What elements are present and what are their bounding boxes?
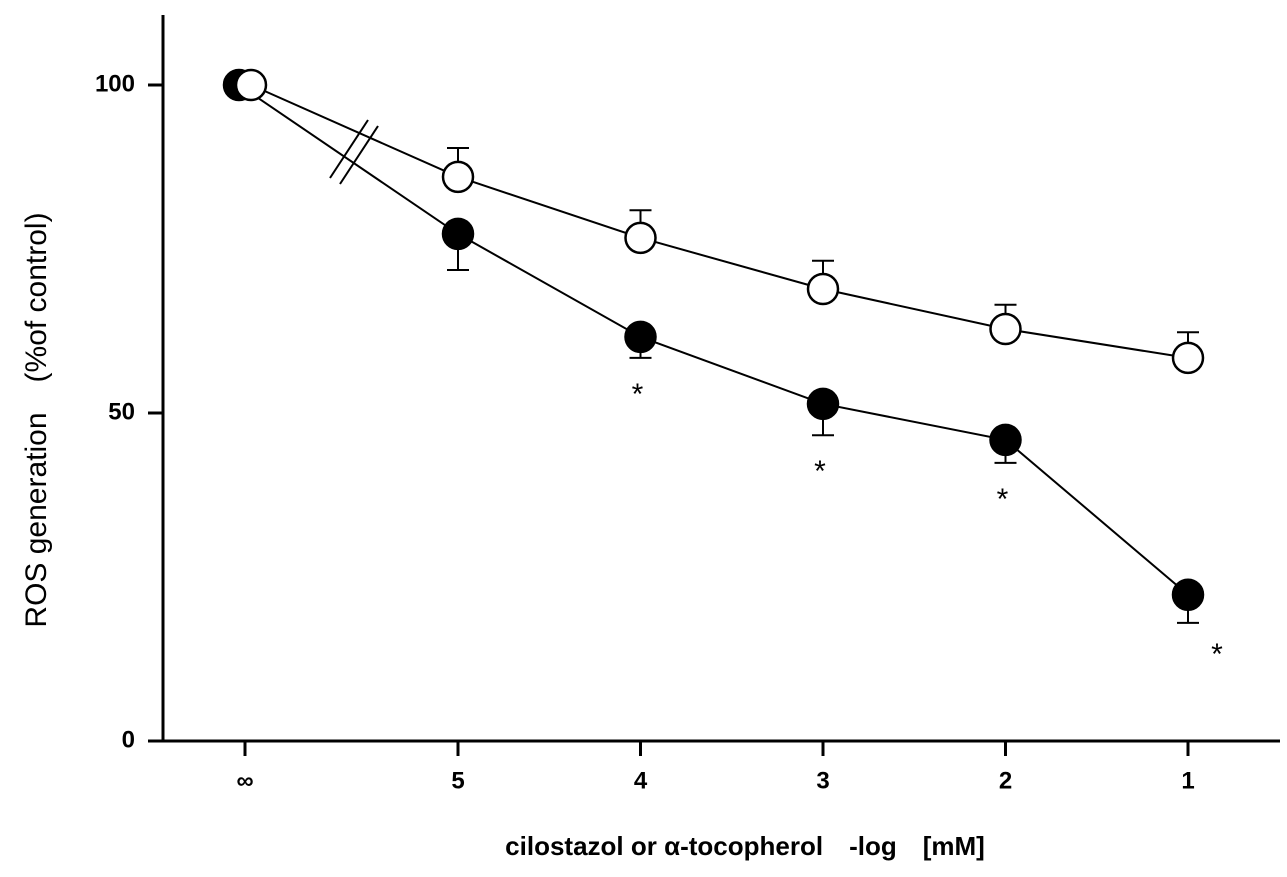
significance-marker: * (997, 483, 1009, 516)
data-point (441, 217, 475, 251)
y-tick-label: 50 (108, 398, 135, 425)
x-tick-label: 4 (634, 767, 648, 794)
y-tick-label: 0 (122, 726, 135, 753)
data-point (234, 68, 268, 102)
data-point (441, 160, 475, 194)
x-tick-label: 5 (451, 767, 464, 794)
data-point (624, 320, 657, 354)
y-axis-label: ROS generation (%of control) (20, 212, 53, 627)
data-point (989, 423, 1022, 457)
series-line (238, 84, 1189, 596)
data-point (624, 221, 657, 255)
significance-marker: * (814, 455, 826, 488)
data-point (1171, 341, 1205, 375)
significance-marker: * (1211, 638, 1223, 671)
data-point (806, 272, 840, 306)
axis-break (329, 119, 369, 179)
x-axis-label: cilostazol or α-tocopherol -log [mM] (505, 831, 985, 861)
x-tick-label: 1 (1181, 767, 1194, 794)
y-tick-label: 100 (95, 70, 135, 97)
series-line (250, 84, 1189, 359)
data-point (989, 312, 1022, 346)
x-tick-label: 3 (816, 767, 829, 794)
significance-marker: * (632, 378, 644, 411)
x-tick-label: ∞ (236, 767, 253, 794)
data-point (806, 387, 840, 421)
axis-break (339, 125, 379, 185)
data-point (1171, 578, 1205, 611)
x-tick-label: 2 (999, 767, 1012, 794)
